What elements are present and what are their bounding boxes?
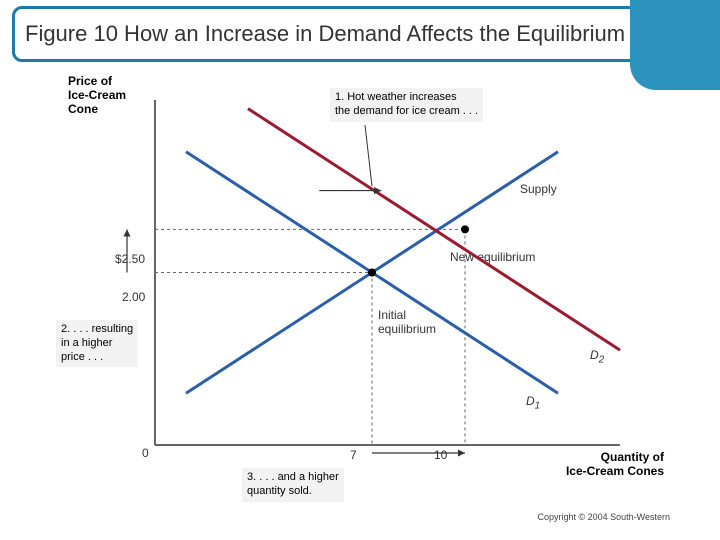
title-bar: Figure 10 How an Increase in Demand Affe…	[12, 6, 708, 62]
chart: Price of Ice-Cream Cone Quantity of Ice-…	[60, 80, 660, 480]
chart-svg	[60, 80, 660, 480]
figure-title: Figure 10 How an Increase in Demand Affe…	[25, 21, 625, 46]
corner-decoration	[630, 0, 720, 90]
copyright: Copyright © 2004 South-Western	[537, 512, 670, 522]
